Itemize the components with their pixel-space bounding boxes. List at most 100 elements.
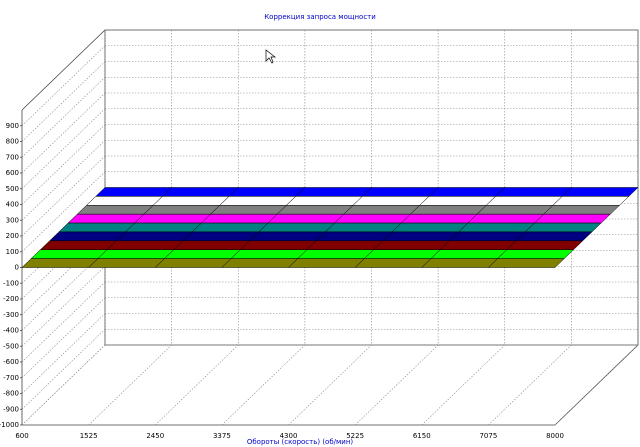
surface-cell xyxy=(496,249,575,259)
surface-cell xyxy=(30,249,108,259)
surface-cell xyxy=(106,240,184,250)
surface-cell xyxy=(97,249,175,259)
grid-line xyxy=(354,344,439,426)
grid-line xyxy=(155,344,239,426)
grid-line xyxy=(21,77,106,158)
chart-title: Коррекция запроса мощности xyxy=(264,13,376,21)
grid-line xyxy=(21,124,106,205)
surface-cell xyxy=(230,249,308,259)
surface-cell xyxy=(552,196,630,206)
grid-line xyxy=(488,344,572,426)
surface-cell xyxy=(267,213,345,224)
surface-cell xyxy=(409,205,487,215)
x-tick-label: 6150 xyxy=(413,432,431,440)
surface-cell xyxy=(115,231,193,242)
x-tick-label: 7075 xyxy=(479,432,497,440)
y-tick-label: -100 xyxy=(3,279,19,287)
surface-cell xyxy=(533,213,611,224)
y-tick-label: -300 xyxy=(3,311,19,319)
surface-cell xyxy=(219,196,297,206)
grid-line xyxy=(21,313,106,394)
grid-line xyxy=(288,344,372,426)
surface-cell xyxy=(363,249,441,259)
x-tick-label: 4300 xyxy=(280,432,298,440)
surface-cell xyxy=(88,258,166,268)
y-tick-label: -500 xyxy=(3,342,19,350)
y-tick-label: 600 xyxy=(6,169,19,177)
surface-cell xyxy=(343,205,421,215)
surface-cell xyxy=(161,187,239,197)
surface-cell xyxy=(485,196,563,206)
surface-cell xyxy=(124,222,202,233)
surface-cell xyxy=(419,196,497,206)
surface-cell xyxy=(76,205,154,215)
y-tick-label: 200 xyxy=(6,232,19,240)
grid-line xyxy=(88,344,172,426)
surface-cell xyxy=(448,231,526,242)
surface-cell xyxy=(248,231,327,242)
surface-cell xyxy=(221,258,299,268)
grid-line xyxy=(421,344,505,426)
grid-line xyxy=(21,92,106,174)
surface-cell xyxy=(154,258,232,268)
y-tick-label: 100 xyxy=(6,248,19,256)
x-tick-label: 5225 xyxy=(346,432,364,440)
mouse-cursor xyxy=(265,49,277,64)
surface-cell xyxy=(67,213,145,224)
surface-cell xyxy=(467,213,545,224)
surface-cell xyxy=(134,213,212,224)
y-tick-label: -700 xyxy=(3,374,19,382)
grid-line xyxy=(21,281,106,363)
surface-cell xyxy=(333,213,412,224)
surface-cell xyxy=(95,187,173,197)
y-tick-label: -400 xyxy=(3,327,19,335)
surface-cell xyxy=(421,258,499,268)
y-tick-label: -200 xyxy=(3,295,19,303)
x-tick-label: 2450 xyxy=(146,432,164,440)
surface-cell xyxy=(191,222,269,233)
x-tick-label: 8000 xyxy=(546,432,564,440)
y-tick-label: 700 xyxy=(6,153,19,161)
x-axis-label: Обороты (скорость) (об/мин) xyxy=(247,438,354,446)
surface-cell xyxy=(515,231,593,242)
x-tick-label: 600 xyxy=(15,432,28,440)
grid-line xyxy=(21,344,106,426)
grid-line xyxy=(21,108,106,189)
y-tick-label: 300 xyxy=(6,216,19,224)
grid-line xyxy=(21,155,106,237)
y-tick-label: -900 xyxy=(3,405,19,413)
surface-cell xyxy=(258,222,336,233)
surface-cell xyxy=(524,222,602,233)
grid-line xyxy=(554,344,639,426)
surface-cell xyxy=(391,222,469,233)
y-tick-label: -800 xyxy=(3,390,19,398)
surface-cell xyxy=(182,231,260,242)
surface-cell xyxy=(458,222,536,233)
surface-cell xyxy=(430,249,508,259)
grid-line xyxy=(21,329,106,410)
surface-cell xyxy=(372,240,451,250)
surface-cell xyxy=(297,249,375,259)
y-tick-label: 900 xyxy=(6,122,19,130)
surface-cell xyxy=(494,187,572,197)
grid-line xyxy=(21,140,106,221)
surface-cell xyxy=(276,205,354,215)
y-tick-label: 500 xyxy=(6,185,19,193)
grid-line xyxy=(21,266,106,347)
surface-cell xyxy=(352,196,430,206)
surface-cell xyxy=(200,213,278,224)
surface-cell xyxy=(487,258,565,268)
surface-cell xyxy=(361,187,439,197)
y-tick-label: 800 xyxy=(6,138,19,146)
surface-cell xyxy=(143,205,221,215)
surface-cell xyxy=(382,231,460,242)
surface-cell xyxy=(209,205,288,215)
surface-cell xyxy=(476,205,554,215)
grid-line xyxy=(221,344,306,426)
surface-cell xyxy=(285,196,363,206)
surface-cell xyxy=(543,205,621,215)
grid-line xyxy=(21,171,106,252)
surface-cell xyxy=(39,240,117,250)
surface-cell xyxy=(163,249,241,259)
grid-line xyxy=(21,61,106,142)
